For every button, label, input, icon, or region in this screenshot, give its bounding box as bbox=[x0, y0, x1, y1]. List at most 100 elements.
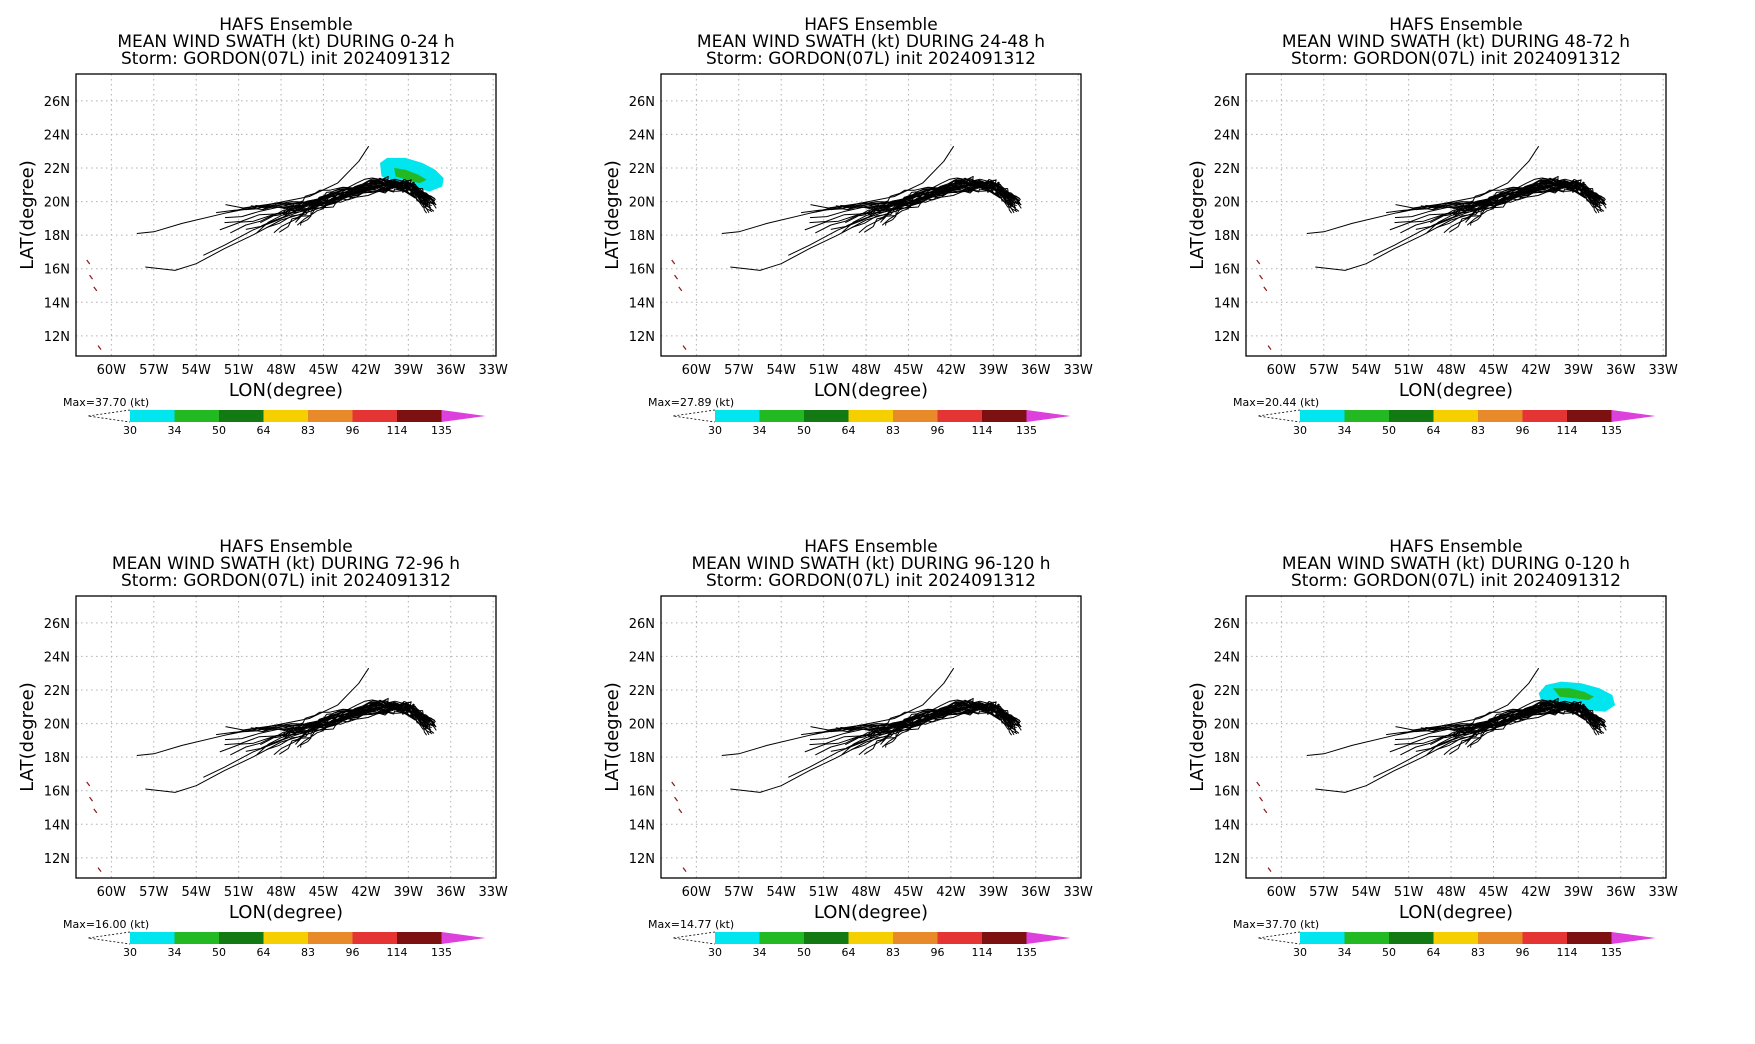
colorbar-segment bbox=[1478, 932, 1523, 944]
lat-tick-label: 24N bbox=[44, 650, 70, 665]
colorbar-level-label: 135 bbox=[431, 946, 452, 959]
title-line2: MEAN WIND SWATH (kt) DURING 96-120 h bbox=[692, 554, 1051, 574]
colorbar-segment bbox=[1478, 410, 1523, 422]
ensemble-track bbox=[721, 667, 955, 756]
colorbar-segment bbox=[982, 410, 1027, 422]
colorbar-level-label: 83 bbox=[1471, 946, 1485, 959]
colorbar-segment bbox=[263, 932, 308, 944]
lon-tick-label: 45W bbox=[894, 363, 924, 378]
lat-tick-label: 24N bbox=[1214, 128, 1240, 143]
swath-area-34kt bbox=[394, 168, 427, 184]
lon-tick-label: 60W bbox=[97, 885, 127, 900]
max-wind-label: Max=16.00 (kt) bbox=[63, 918, 149, 931]
colorbar-level-label: 30 bbox=[1293, 946, 1307, 959]
y-axis-label: LAT(degree) bbox=[1187, 682, 1208, 791]
max-wind-label: Max=27.89 (kt) bbox=[648, 396, 734, 409]
colorbar-segment bbox=[982, 932, 1027, 944]
x-axis-label: LON(degree) bbox=[814, 902, 928, 923]
colorbar-level-label: 135 bbox=[1601, 946, 1622, 959]
colorbar-level-label: 96 bbox=[1516, 946, 1530, 959]
lon-tick-label: 39W bbox=[979, 885, 1009, 900]
lat-tick-label: 18N bbox=[1214, 751, 1240, 766]
lat-tick-label: 22N bbox=[1214, 684, 1240, 699]
lat-tick-label: 26N bbox=[629, 95, 655, 110]
lat-tick-label: 20N bbox=[629, 196, 655, 211]
colorbar-segment bbox=[804, 932, 849, 944]
lon-tick-label: 51W bbox=[1394, 885, 1424, 900]
island-outline bbox=[678, 808, 683, 814]
title-line1: HAFS Ensemble bbox=[1389, 537, 1522, 557]
x-axis-label: LON(degree) bbox=[1399, 380, 1513, 401]
island-outline bbox=[1267, 345, 1272, 350]
lon-tick-label: 36W bbox=[1606, 363, 1636, 378]
lat-tick-label: 12N bbox=[629, 330, 655, 345]
colorbar-level-label: 64 bbox=[842, 424, 856, 437]
ensemble-track bbox=[136, 145, 370, 234]
lon-tick-label: 39W bbox=[1564, 885, 1594, 900]
y-axis-label: LAT(degree) bbox=[17, 682, 38, 791]
colorbar-segment bbox=[397, 410, 442, 422]
title-line3: Storm: GORDON(07L) init 2024091312 bbox=[1291, 571, 1621, 591]
colorbar-segment bbox=[893, 932, 938, 944]
lat-tick-label: 26N bbox=[1214, 617, 1240, 632]
lon-tick-label: 48W bbox=[1436, 885, 1466, 900]
colorbar-high-triangle bbox=[1611, 410, 1656, 422]
lon-tick-label: 57W bbox=[139, 363, 169, 378]
island-outline bbox=[86, 259, 91, 265]
lon-tick-label: 48W bbox=[851, 885, 881, 900]
x-axis-label: LON(degree) bbox=[229, 902, 343, 923]
title-line2: MEAN WIND SWATH (kt) DURING 24-48 h bbox=[697, 32, 1045, 52]
colorbar-segment bbox=[759, 410, 804, 422]
plot-frame bbox=[660, 73, 1082, 357]
title-line3: Storm: GORDON(07L) init 2024091312 bbox=[121, 571, 451, 591]
lon-tick-label: 33W bbox=[478, 885, 508, 900]
title-line1: HAFS Ensemble bbox=[219, 537, 352, 557]
lon-tick-label: 39W bbox=[394, 885, 424, 900]
colorbar-segment bbox=[848, 410, 893, 422]
colorbar-level-label: 135 bbox=[1016, 424, 1037, 437]
lon-tick-label: 39W bbox=[1564, 363, 1594, 378]
colorbar-level-label: 83 bbox=[1471, 424, 1485, 437]
lon-tick-label: 42W bbox=[936, 363, 966, 378]
colorbar-segment bbox=[263, 410, 308, 422]
lon-tick-label: 33W bbox=[478, 363, 508, 378]
island-outline bbox=[682, 867, 687, 872]
colorbar-segment bbox=[174, 410, 219, 422]
lat-tick-label: 16N bbox=[1214, 263, 1240, 278]
island-outline bbox=[671, 781, 676, 787]
colorbar-level-label: 50 bbox=[797, 424, 811, 437]
island-outline bbox=[89, 274, 94, 280]
ensemble-track bbox=[145, 201, 338, 271]
colorbar-segment bbox=[308, 410, 353, 422]
colorbar-segment bbox=[1522, 932, 1567, 944]
colorbar-segment bbox=[1344, 932, 1389, 944]
lat-tick-label: 16N bbox=[629, 263, 655, 278]
island-outline bbox=[1256, 781, 1261, 787]
colorbar-level-label: 135 bbox=[1016, 946, 1037, 959]
lon-tick-label: 45W bbox=[894, 885, 924, 900]
lon-tick-label: 57W bbox=[724, 885, 754, 900]
lat-tick-label: 24N bbox=[629, 650, 655, 665]
lat-tick-label: 20N bbox=[629, 718, 655, 733]
max-wind-label: Max=37.70 (kt) bbox=[63, 396, 149, 409]
colorbar-segment bbox=[397, 932, 442, 944]
title-line3: Storm: GORDON(07L) init 2024091312 bbox=[706, 571, 1036, 591]
colorbar-level-label: 50 bbox=[212, 424, 226, 437]
colorbar-segment bbox=[1389, 932, 1434, 944]
island-outline bbox=[682, 345, 687, 350]
ensemble-track bbox=[788, 184, 1001, 256]
lat-tick-label: 16N bbox=[44, 263, 70, 278]
lon-tick-label: 54W bbox=[766, 885, 796, 900]
lat-tick-label: 18N bbox=[629, 229, 655, 244]
title-line1: HAFS Ensemble bbox=[804, 537, 937, 557]
title-line2: MEAN WIND SWATH (kt) DURING 72-96 h bbox=[112, 554, 460, 574]
lat-tick-label: 20N bbox=[44, 718, 70, 733]
colorbar-high-triangle bbox=[1026, 932, 1071, 944]
swath-panel: HAFS Ensemble MEAN WIND SWATH (kt) DURING… bbox=[1170, 522, 1755, 1044]
ensemble-track bbox=[721, 145, 955, 234]
colorbar-level-label: 114 bbox=[387, 424, 408, 437]
lon-tick-label: 33W bbox=[1063, 885, 1093, 900]
